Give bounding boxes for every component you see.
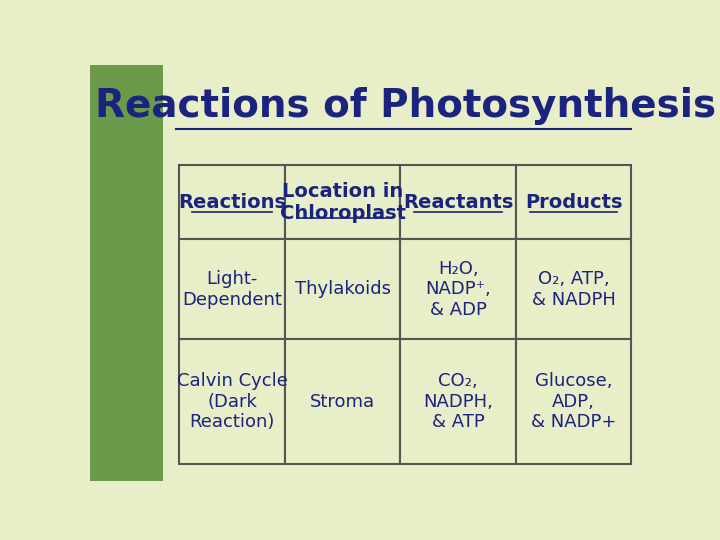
- Text: Thylakoids: Thylakoids: [294, 280, 391, 298]
- Text: CO₂,
NADPH,
& ATP: CO₂, NADPH, & ATP: [423, 372, 493, 431]
- Text: Light-
Dependent: Light- Dependent: [182, 270, 282, 309]
- Text: Reactions of Photosynthesis: Reactions of Photosynthesis: [95, 87, 716, 125]
- Text: O₂, ATP,
& NADPH: O₂, ATP, & NADPH: [531, 270, 616, 309]
- Bar: [400, 165, 516, 239]
- Bar: [516, 239, 631, 339]
- Bar: [179, 239, 285, 339]
- Bar: [179, 339, 285, 464]
- Bar: [90, 65, 163, 481]
- Bar: [285, 339, 400, 464]
- Text: Reactants: Reactants: [403, 193, 513, 212]
- Text: Glucose,
ADP,
& NADP+: Glucose, ADP, & NADP+: [531, 372, 616, 431]
- Bar: [516, 165, 631, 239]
- Bar: [400, 239, 516, 339]
- Text: Products: Products: [525, 193, 622, 212]
- Text: Stroma: Stroma: [310, 393, 375, 410]
- Bar: [179, 165, 285, 239]
- Text: Calvin Cycle
(Dark
Reaction): Calvin Cycle (Dark Reaction): [176, 372, 287, 431]
- Text: Location in
Chloroplast: Location in Chloroplast: [280, 181, 406, 222]
- Bar: [285, 239, 400, 339]
- Text: H₂O,
NADP⁺,
& ADP: H₂O, NADP⁺, & ADP: [426, 260, 491, 319]
- Text: Reactions: Reactions: [178, 193, 286, 212]
- Bar: [516, 339, 631, 464]
- Bar: [400, 339, 516, 464]
- Bar: [285, 165, 400, 239]
